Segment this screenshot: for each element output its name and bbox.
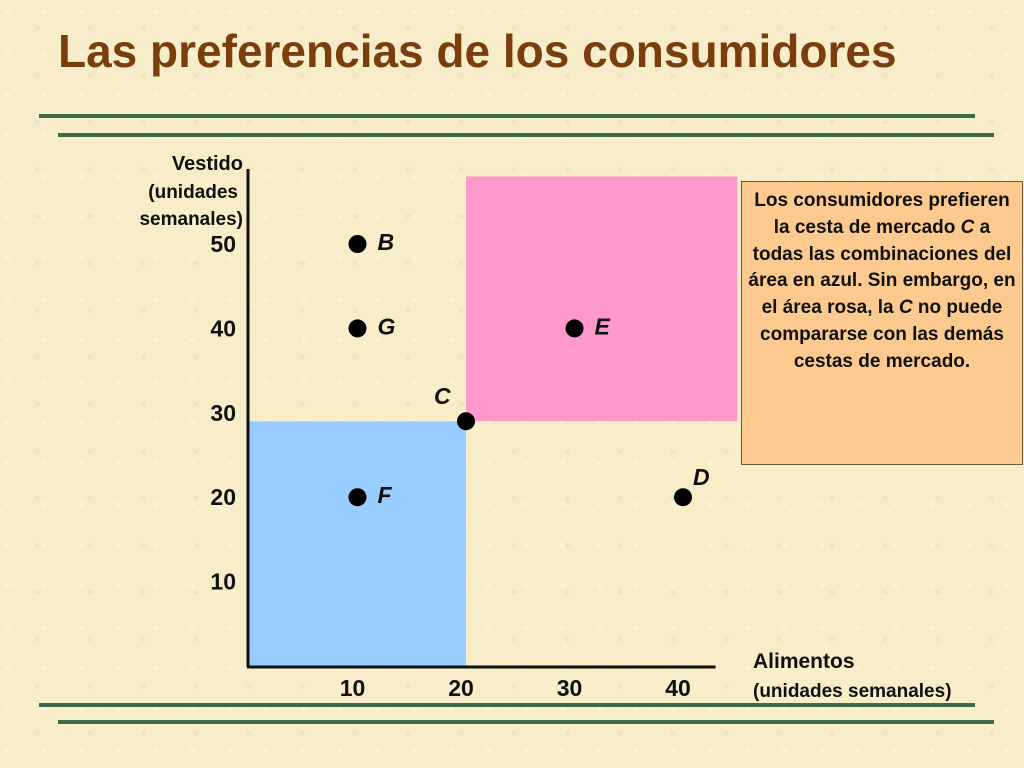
y-axis-label-line: Vestido	[172, 153, 243, 175]
callout-text-3: no puede compararse con las demás cestas…	[760, 297, 1004, 372]
regions-layer	[249, 176, 738, 666]
point-d	[674, 488, 692, 507]
x-tick-label: 20	[448, 675, 474, 701]
point-e	[565, 319, 584, 338]
x-axis-label-line: Alimentos	[753, 650, 855, 673]
x-tick-label: 40	[665, 675, 691, 701]
explanation-callout: Los consumidores prefieren la cesta de m…	[741, 181, 1023, 465]
ticks-layer: 10 20 30 40 50 10 20 30 40	[210, 231, 690, 701]
point-c	[457, 412, 475, 431]
callout-point-c-1: C	[960, 216, 975, 238]
point-label-c: C	[434, 383, 451, 409]
points-layer: B G E C F D	[348, 229, 710, 508]
y-tick-label: 20	[210, 484, 236, 510]
point-label-f: F	[378, 482, 393, 508]
point-g	[348, 319, 367, 338]
region-pink	[466, 176, 738, 422]
page-title: Las preferencias de los consumidores	[58, 25, 897, 77]
region-blue	[249, 421, 466, 666]
y-axis-label-line: (unidades	[148, 182, 238, 203]
bottom-divider-2	[58, 720, 994, 724]
point-label-g: G	[378, 313, 396, 339]
y-tick-label: 10	[210, 569, 236, 595]
callout-point-c-2: C	[898, 297, 913, 319]
point-label-b: B	[378, 229, 395, 255]
callout-text-1: Los consumidores prefieren la cesta de m…	[754, 190, 1010, 238]
x-tick-label: 30	[557, 675, 583, 701]
top-divider-1	[39, 114, 975, 118]
point-label-d: D	[693, 464, 710, 490]
y-tick-label: 50	[210, 231, 236, 257]
y-tick-label: 30	[210, 400, 236, 426]
axis-labels-layer: Vestido (unidades semanales) Alimentos (unid…	[139, 153, 951, 702]
bottom-divider-1	[39, 703, 975, 707]
point-label-e: E	[595, 313, 611, 339]
top-divider-2	[58, 133, 994, 137]
y-axis-label-line: semanales)	[139, 209, 243, 230]
point-f	[348, 488, 367, 507]
axes-layer	[246, 169, 716, 669]
point-b	[348, 235, 367, 253]
x-axis-label-line: (unidades semanales)	[753, 681, 952, 702]
x-tick-label: 10	[340, 675, 366, 701]
y-tick-label: 40	[210, 315, 236, 341]
callout-text-2: a todas las combinaciones del área en az…	[748, 216, 1016, 319]
